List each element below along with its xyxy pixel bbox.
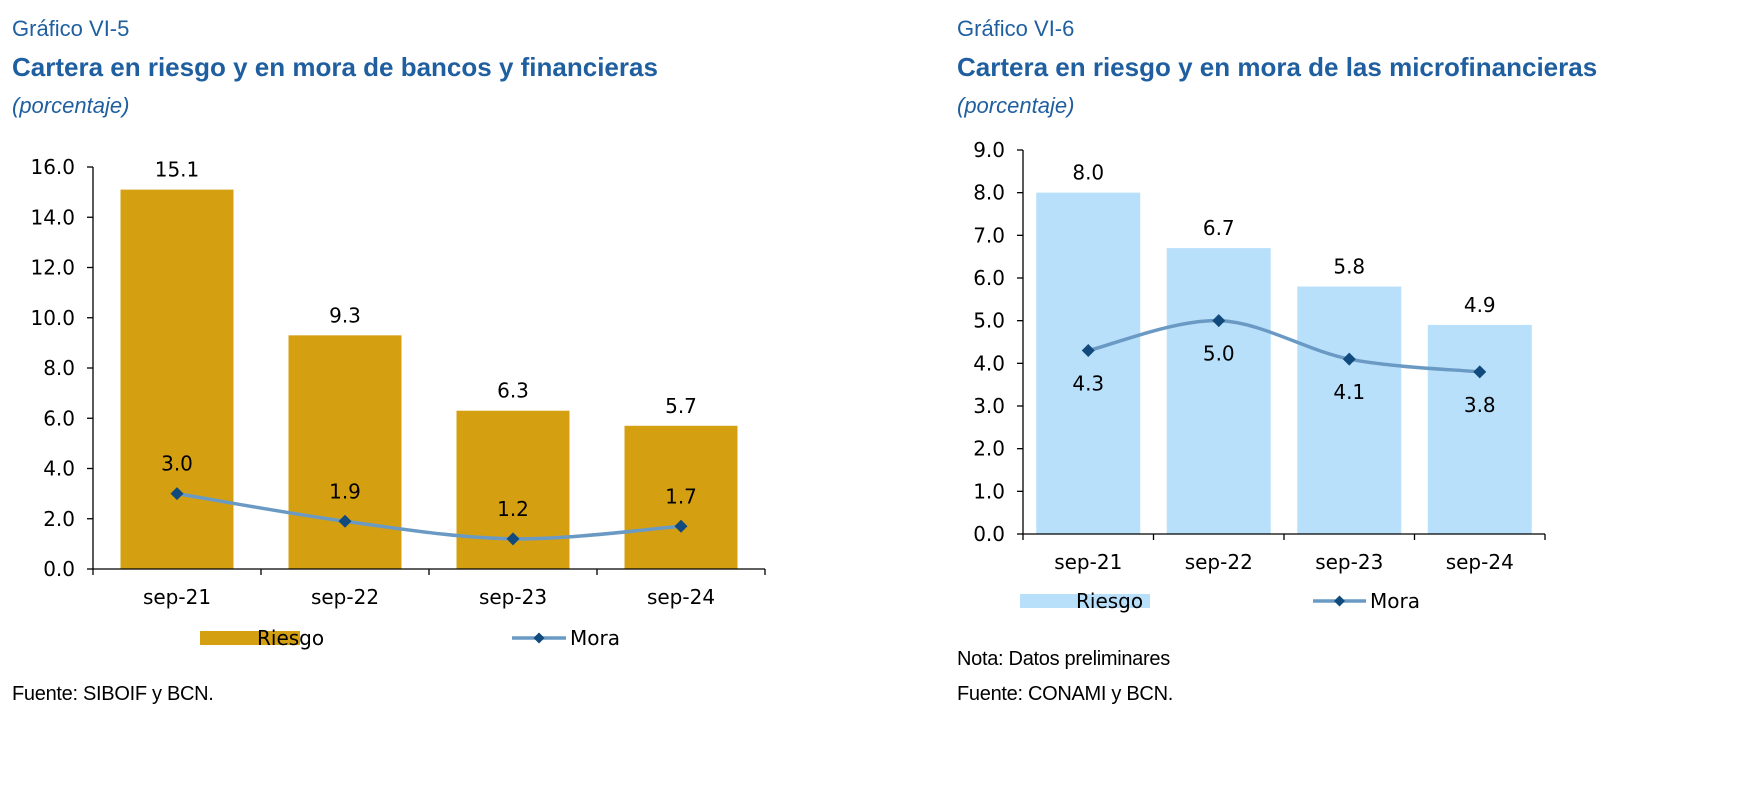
bar-riesgo bbox=[1166, 248, 1271, 534]
legend-label-mora: Mora bbox=[570, 626, 620, 650]
x-tick-label: sep-24 bbox=[1446, 550, 1514, 574]
y-tick-label: 7.0 bbox=[973, 223, 1005, 247]
marker-mora bbox=[506, 532, 520, 546]
chart-left: 0.0 2.0 4.0 6.0 8.0 10.0 12.0 14.0 16.0 sep-21 sep… bbox=[30, 155, 766, 650]
marker-mora bbox=[170, 487, 184, 501]
marker-mora bbox=[674, 519, 688, 533]
marker-mora bbox=[1342, 352, 1356, 366]
chart-panel-right: Gráfico VI-6 Cartera en riesgo y en mora… bbox=[945, 0, 1761, 809]
y-tick-label: 6.0 bbox=[973, 266, 1005, 290]
bar-riesgo bbox=[624, 425, 738, 569]
x-tick-label: sep-22 bbox=[1185, 550, 1253, 574]
bar-riesgo bbox=[1036, 192, 1141, 534]
series-line-mora bbox=[176, 491, 682, 541]
source-note: Fuente: SIBOIF y BCN. bbox=[12, 683, 214, 705]
chart-right: 0.0 1.0 2.0 3.0 4.0 5.0 6.0 7.0 8.0 9.0 sep-21 sep-… bbox=[973, 138, 1546, 613]
bar-data-label: 9.3 bbox=[329, 303, 361, 327]
y-tick-label: 0.0 bbox=[43, 557, 75, 581]
figure-subtitle: (porcentaje) bbox=[12, 93, 130, 118]
legend-swatch-riesgo bbox=[200, 631, 300, 645]
y-tick-label: 6.0 bbox=[43, 406, 75, 430]
bar-data-label: 6.3 bbox=[497, 379, 529, 403]
figure-label: Gráfico VI-5 bbox=[12, 16, 130, 41]
bar-data-label: 15.1 bbox=[155, 158, 200, 182]
marker-mora bbox=[1212, 314, 1226, 328]
series-line-mora bbox=[1087, 318, 1480, 374]
legend-label-mora: Mora bbox=[1370, 589, 1420, 613]
y-tick-label: 0.0 bbox=[973, 522, 1005, 546]
figure-label: Gráfico VI-6 bbox=[957, 16, 1075, 41]
line-data-label: 1.2 bbox=[497, 497, 529, 521]
marker-mora bbox=[338, 514, 352, 528]
y-tick-label: 8.0 bbox=[973, 181, 1005, 205]
bar-data-label: 4.9 bbox=[1464, 293, 1496, 317]
y-tick-label: 2.0 bbox=[973, 437, 1005, 461]
x-tick-label: sep-21 bbox=[1054, 550, 1122, 574]
legend-label-riesgo: Riesgo bbox=[1076, 589, 1143, 613]
figure-subtitle: (porcentaje) bbox=[957, 93, 1075, 118]
x-tick-label: sep-24 bbox=[647, 585, 715, 609]
legend-marker-mora bbox=[533, 632, 545, 644]
chart-panel-left: Gráfico VI-5 Cartera en riesgo y en mora… bbox=[12, 16, 766, 705]
preliminary-note: Nota: Datos preliminares bbox=[957, 648, 1170, 670]
y-tick-label: 3.0 bbox=[973, 394, 1005, 418]
legend-swatch-riesgo bbox=[1020, 594, 1150, 608]
figure-title: Cartera en riesgo y en mora de bancos y … bbox=[12, 52, 658, 82]
y-tick-label: 1.0 bbox=[973, 479, 1005, 503]
x-tick-label: sep-23 bbox=[479, 585, 547, 609]
marker-mora bbox=[1473, 365, 1487, 379]
source-note: Fuente: CONAMI y BCN. bbox=[957, 683, 1173, 705]
y-tick-label: 5.0 bbox=[973, 309, 1005, 333]
x-tick-label: sep-22 bbox=[311, 585, 379, 609]
y-tick-label: 12.0 bbox=[30, 256, 75, 280]
y-tick-label: 14.0 bbox=[30, 205, 75, 229]
bar-riesgo bbox=[288, 335, 402, 569]
line-data-label: 3.0 bbox=[161, 452, 193, 476]
legend-marker-mora bbox=[1334, 595, 1345, 607]
bar-riesgo bbox=[120, 189, 234, 570]
bar-data-label: 5.7 bbox=[665, 394, 697, 418]
bar-riesgo bbox=[1427, 324, 1532, 534]
line-data-label: 5.0 bbox=[1203, 342, 1235, 366]
figure-title: Cartera en riesgo y en mora de las micro… bbox=[957, 52, 1598, 82]
marker-mora bbox=[1081, 344, 1095, 358]
line-data-label: 3.8 bbox=[1464, 393, 1496, 417]
line-data-label: 1.9 bbox=[329, 479, 361, 503]
y-tick-label: 8.0 bbox=[43, 356, 75, 380]
bar-riesgo bbox=[1297, 286, 1402, 534]
y-tick-label: 16.0 bbox=[30, 155, 75, 179]
line-data-label: 1.7 bbox=[665, 484, 697, 508]
bar-data-label: 8.0 bbox=[1072, 161, 1104, 185]
bar-data-label: 5.8 bbox=[1333, 255, 1365, 279]
x-tick-label: sep-21 bbox=[143, 585, 211, 609]
bar-data-label: 6.7 bbox=[1203, 216, 1235, 240]
y-tick-label: 4.0 bbox=[43, 457, 75, 481]
x-tick-label: sep-23 bbox=[1315, 550, 1383, 574]
line-data-label: 4.3 bbox=[1072, 372, 1104, 396]
line-data-label: 4.1 bbox=[1333, 380, 1365, 404]
y-tick-label: 4.0 bbox=[973, 351, 1005, 375]
y-tick-label: 9.0 bbox=[973, 138, 1005, 162]
legend-label-riesgo: Riesgo bbox=[257, 626, 324, 650]
y-tick-label: 10.0 bbox=[30, 306, 75, 330]
y-tick-label: 2.0 bbox=[43, 507, 75, 531]
